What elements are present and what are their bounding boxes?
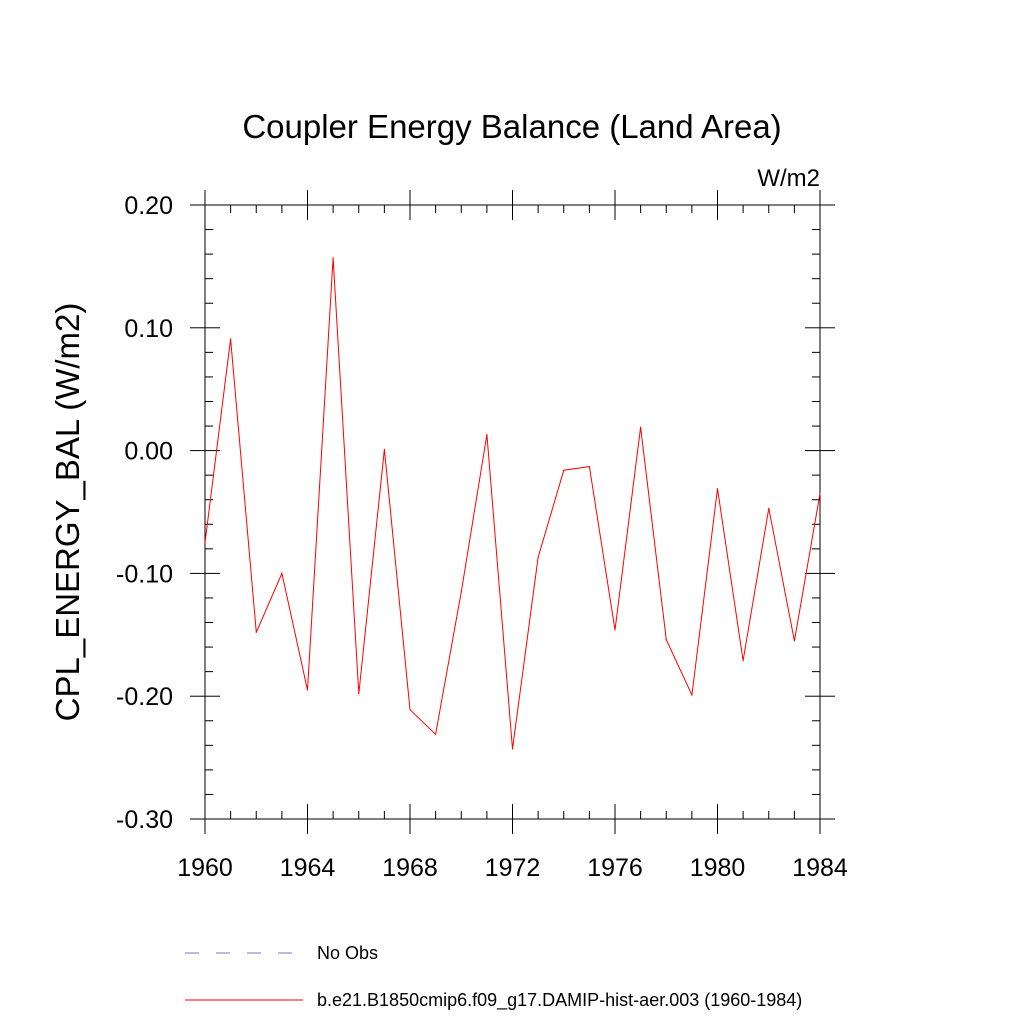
y-axis-label: CPL_ENERGY_BAL (W/m2) xyxy=(49,303,86,722)
series-line xyxy=(204,257,821,750)
data-point xyxy=(281,572,283,575)
x-tick-label: 1960 xyxy=(177,854,233,882)
y-tick-label: -0.20 xyxy=(116,683,173,711)
data-point xyxy=(511,748,514,750)
data-point xyxy=(358,693,360,695)
data-point xyxy=(742,659,744,662)
legend-label-no-obs: No Obs xyxy=(317,943,378,963)
legend-label-model-run: b.e21.B1850cmip6.f09_g17.DAMIP-hist-aer.… xyxy=(317,990,802,1011)
x-tick-label: 1984 xyxy=(792,854,848,882)
data-point xyxy=(563,469,565,471)
chart-title: Coupler Energy Balance (Land Area) xyxy=(242,108,781,145)
data-point xyxy=(486,434,488,436)
data-point xyxy=(793,640,795,642)
units-label: W/m2 xyxy=(757,165,820,192)
y-tick-label: 0.10 xyxy=(124,315,173,343)
x-tick-label: 1972 xyxy=(485,854,541,882)
x-tick-label: 1968 xyxy=(382,854,438,882)
y-axis: 0.20 0.10 0.00 -0.10 -0.20 -0.30 xyxy=(116,192,835,834)
data-point xyxy=(691,694,693,696)
data-point xyxy=(435,733,437,735)
data-point xyxy=(332,257,334,259)
plot-frame xyxy=(204,204,821,820)
data-point xyxy=(537,556,539,559)
y-tick-label: 0.20 xyxy=(124,192,173,220)
data-point xyxy=(588,465,590,468)
y-tick-label: -0.30 xyxy=(116,806,173,834)
x-tick-label: 1964 xyxy=(280,854,336,882)
legend: No Obs b.e21.B1850cmip6.f09_g17.DAMIP-hi… xyxy=(185,943,802,1011)
data-point xyxy=(614,629,616,631)
data-point xyxy=(230,338,232,340)
data-point xyxy=(716,488,719,490)
data-point xyxy=(665,639,667,641)
data-point xyxy=(409,709,411,711)
x-tick-label: 1980 xyxy=(690,854,746,882)
data-point xyxy=(204,542,206,544)
y-tick-label: 0.00 xyxy=(124,438,173,466)
series-layer xyxy=(204,257,821,750)
data-point xyxy=(383,448,385,450)
data-point xyxy=(255,631,257,633)
y-tick-label: -0.10 xyxy=(116,560,173,588)
x-axis: 1960 1964 1968 1972 1976 1980 1984 xyxy=(177,190,848,882)
data-point xyxy=(768,507,770,509)
data-point xyxy=(306,689,309,691)
data-point xyxy=(460,591,462,593)
data-point xyxy=(640,426,642,428)
data-point xyxy=(819,492,821,495)
x-tick-label: 1976 xyxy=(587,854,643,882)
